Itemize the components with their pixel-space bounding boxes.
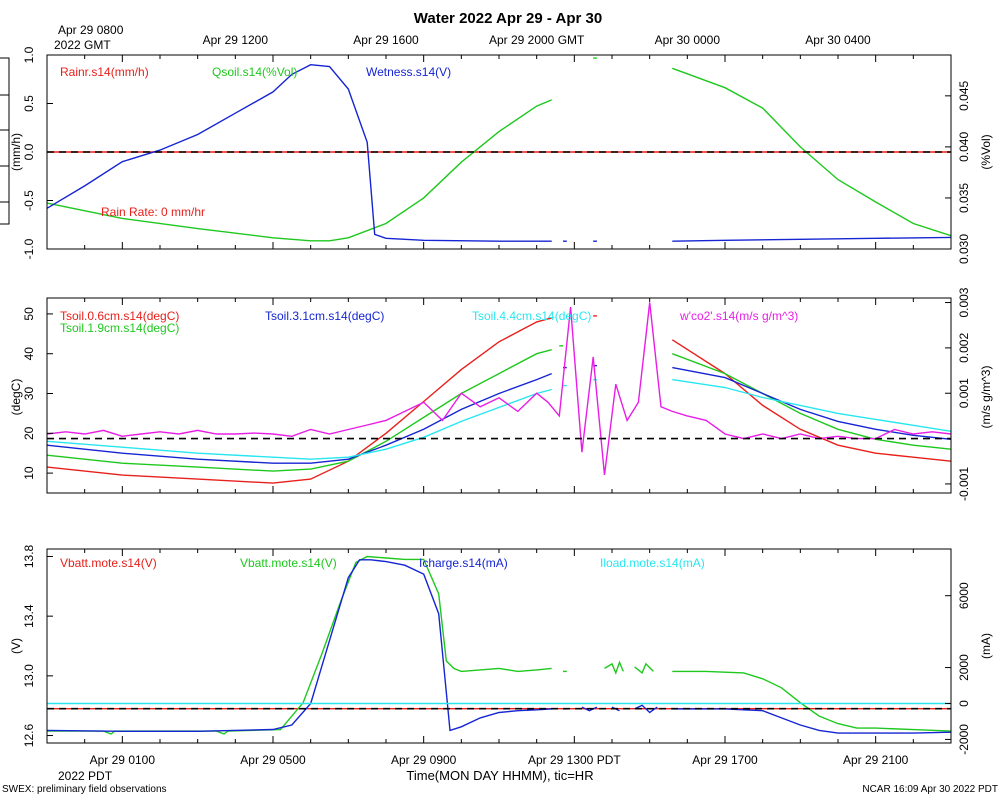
panel3-ylabel-right: (mA) xyxy=(979,633,993,659)
gmt-start-label: Apr 29 0800 xyxy=(58,23,124,37)
right-ytick-label-1-0: -0.001 xyxy=(957,467,971,501)
panel1-ylabel-left: (mm/h) xyxy=(9,133,23,171)
panel3-ylabel-left: (V) xyxy=(9,638,23,654)
panel1-ylabel-right: (%Vol) xyxy=(979,134,993,169)
panel2-ylabel-right: (m/s g/m^3) xyxy=(979,366,993,429)
pdt-start-year-label: 2022 PDT xyxy=(58,769,113,783)
right-ytick-label-1-1: 0.001 xyxy=(957,378,971,408)
series-tsoil-3-1cm-s14-degc-1-2-seg0 xyxy=(46,372,552,464)
pdt-tick-2: Apr 29 0900 xyxy=(391,753,457,767)
panel-water: -1.0 -0.5 0.0 0.5 1.0 0.030 0.035 0.040 0.045 (m… xyxy=(9,46,993,264)
footer-left: SWEX: preliminary field observations xyxy=(2,784,167,795)
left-ytick-label-2-1: 13.0 xyxy=(22,664,36,688)
legend-vbatt-green: Vbatt.mote.s14(V) xyxy=(240,556,337,570)
panel2-ylabel-left: (degC) xyxy=(9,379,23,416)
left-ytick-label-1-2: 30 xyxy=(22,387,36,401)
right-ytick-label-2-0: -2000 xyxy=(957,724,971,755)
rain-rate-annotation: Rain Rate: 0 mm/hr xyxy=(101,205,205,219)
panel2-series xyxy=(46,302,952,484)
series-wetness-s14-v-0-2-seg0 xyxy=(46,63,552,242)
left-ytick-label-0-4: 1.0 xyxy=(22,46,36,63)
left-ytick-label-1-4: 50 xyxy=(22,307,36,321)
series-vbatt-mote-s14-v-2-1-seg2 xyxy=(604,660,624,675)
left-ytick-label-2-0: 12.6 xyxy=(22,724,36,748)
legend-tsoil-3-1: Tsoil.3.1cm.s14(degC) xyxy=(265,309,384,323)
series-vbatt-mote-s14-v-2-1-seg3 xyxy=(634,662,654,675)
panel3-ticks: 12.6 13.0 13.4 13.8 -2000 0 2000 6000 xyxy=(22,544,971,754)
footer-right: NCAR 16:09 Apr 30 2022 PDT xyxy=(862,784,998,795)
left-ytick-label-0-0: -1.0 xyxy=(22,238,36,259)
series-tsoil-4-4cm-s14-degc-1-3-seg0 xyxy=(46,388,552,460)
pdt-tick-4: Apr 29 1700 xyxy=(692,753,758,767)
legend-qsoil: Qsoil.s14(%Vol) xyxy=(212,65,297,79)
right-ytick-label-0-2: 0.040 xyxy=(957,132,971,162)
left-ytick-label-0-2: 0.0 xyxy=(22,143,36,160)
legend-tsoil-4-4: Tsoil.4.4cm.s14(degC) xyxy=(472,309,591,323)
panel1-ticks: -1.0 -0.5 0.0 0.5 1.0 0.030 0.035 0.040 0.045 xyxy=(22,46,971,264)
panel3-series xyxy=(46,555,952,735)
gmt-tick-2: Apr 29 2000 GMT xyxy=(489,33,585,47)
series-icharge-s14-ma-2-2-seg4 xyxy=(634,704,658,714)
gmt-start-year-label: 2022 GMT xyxy=(54,38,111,52)
legend-wco2: w'co2'.s14(m/s g/m^3) xyxy=(679,309,798,323)
series-vbatt-mote-s14-v-2-1-seg4 xyxy=(672,670,952,732)
legend-vbatt-red: Vbatt.mote.s14(V) xyxy=(60,556,157,570)
pdt-tick-labels: Apr 29 0100 Apr 29 0500 Apr 29 0900 Apr 29 … xyxy=(90,753,909,767)
series-qsoil-s14-vol-0-1-seg0 xyxy=(46,99,552,242)
left-ytick-label-1-0: 10 xyxy=(22,466,36,480)
left-ytick-label-2-2: 13.4 xyxy=(22,604,36,628)
series-w-co2-s14-m-s-g-m-3-1-4-seg0 xyxy=(46,302,952,475)
series-icharge-s14-ma-2-2-seg2 xyxy=(581,706,598,712)
series-qsoil-s14-vol-0-1-seg2 xyxy=(672,67,952,237)
series-tsoil-4-4cm-s14-degc-1-3-seg3 xyxy=(672,378,952,432)
legend-icharge: Icharge.s14(mA) xyxy=(419,556,508,570)
chart-title: Water 2022 Apr 29 - Apr 30 xyxy=(414,10,602,27)
series-vbatt-mote-s14-v-2-1-seg0 xyxy=(47,555,552,735)
left-ytick-label-1-1: 20 xyxy=(22,426,36,440)
left-ytick-label-2-3: 13.8 xyxy=(22,544,36,568)
right-ytick-label-0-1: 0.035 xyxy=(957,183,971,213)
right-ytick-label-2-2: 2000 xyxy=(957,654,971,681)
legend-tsoil-1-9: Tsoil.1.9cm.s14(degC) xyxy=(60,321,179,335)
legend-wetness: Wetness.s14(V) xyxy=(366,65,451,79)
series-icharge-s14-ma-2-2-seg5 xyxy=(672,708,952,734)
gmt-tick-3: Apr 30 0000 xyxy=(655,33,721,47)
left-ytick-label-0-3: 0.5 xyxy=(22,95,36,112)
left-ytick-label-1-3: 40 xyxy=(22,347,36,361)
right-ytick-label-2-3: 6000 xyxy=(957,582,971,609)
right-ytick-label-1-3: 0.003 xyxy=(957,287,971,317)
pdt-tick-0: Apr 29 0100 xyxy=(90,753,156,767)
legend-iload: Iload.mote.s14(mA) xyxy=(600,556,705,570)
series-wetness-s14-v-0-2-seg3 xyxy=(672,236,952,242)
panel2-ticks: 10 20 30 40 50 -0.001 0.001 0.002 0.003 xyxy=(22,287,971,501)
series-tsoil-0-6cm-s14-degc-1-0-seg2 xyxy=(671,339,952,462)
right-ytick-label-0-3: 0.045 xyxy=(957,81,971,111)
right-ytick-label-1-2: 0.002 xyxy=(957,333,971,363)
right-ytick-label-2-1: 0 xyxy=(957,700,971,707)
series-tsoil-0-6cm-s14-degc-1-0-seg0 xyxy=(46,317,552,484)
left-ytick-label-0-1: -0.5 xyxy=(22,190,36,211)
panel1-series xyxy=(46,57,952,242)
legend-rainr: Rainr.s14(mm/h) xyxy=(60,65,149,79)
series-icharge-s14-ma-2-2-seg0 xyxy=(46,559,552,732)
gmt-tick-0: Apr 29 1200 xyxy=(203,33,269,47)
gmt-tick-1: Apr 29 1600 xyxy=(353,33,419,47)
pdt-tick-1: Apr 29 0500 xyxy=(240,753,306,767)
right-ytick-label-0-0: 0.030 xyxy=(957,234,971,264)
legend-tsoil-0-6: Tsoil.0.6cm.s14(degC) xyxy=(60,309,179,323)
time-axis-label: Time(MON DAY HHMM), tic=HR xyxy=(406,768,593,783)
pdt-tick-5: Apr 29 2100 xyxy=(843,753,909,767)
series-tsoil-1-9cm-s14-degc-1-1-seg0 xyxy=(46,349,552,472)
gmt-tick-labels: Apr 29 1200 Apr 29 1600 Apr 29 2000 GMT Apr… xyxy=(203,33,871,47)
legend-stub xyxy=(0,57,10,225)
panel-soil-temperature: 10 20 30 40 50 -0.001 0.001 0.002 0.003 (degC) (… xyxy=(9,287,993,501)
panel2-frame xyxy=(46,297,952,494)
gmt-tick-4: Apr 30 0400 xyxy=(805,33,871,47)
pdt-tick-3: Apr 29 1300 PDT xyxy=(528,753,621,767)
series-tsoil-3-1cm-s14-degc-1-2-seg3 xyxy=(672,366,952,440)
series-tsoil-1-9cm-s14-degc-1-1-seg2 xyxy=(672,353,952,450)
